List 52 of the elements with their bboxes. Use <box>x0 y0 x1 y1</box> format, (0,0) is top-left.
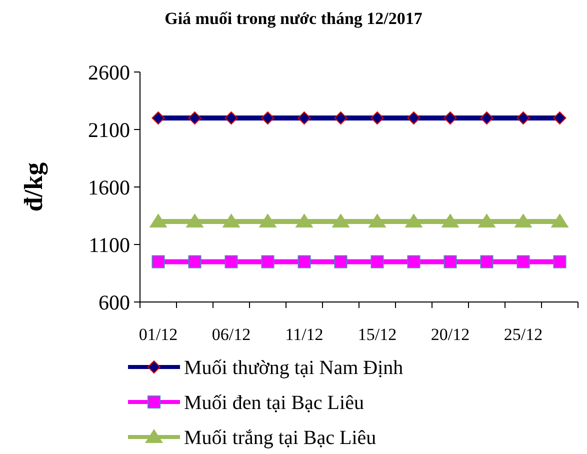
point <box>332 214 350 228</box>
y-tick-label: 600 <box>98 290 130 314</box>
point <box>298 255 311 268</box>
point <box>480 112 494 124</box>
point <box>441 214 460 228</box>
y-tick-label: 2600 <box>88 60 130 84</box>
x-tick-label: 25/12 <box>504 325 543 344</box>
x-tick-label: 06/12 <box>212 325 251 344</box>
point <box>152 255 165 268</box>
point <box>188 255 202 268</box>
point <box>553 255 566 268</box>
point <box>186 214 204 228</box>
point <box>370 255 384 268</box>
point <box>298 112 311 124</box>
point <box>407 112 420 124</box>
point <box>149 214 168 228</box>
point <box>222 214 240 228</box>
point <box>261 112 274 124</box>
point <box>480 255 494 268</box>
point <box>404 214 423 228</box>
point <box>550 214 569 228</box>
chart-title: Giá muối trong nước tháng 12/2017 <box>164 9 423 28</box>
point <box>224 112 238 124</box>
y-tick-label: 2100 <box>88 118 130 142</box>
point <box>444 112 457 124</box>
point <box>224 255 238 268</box>
x-tick-label: 15/12 <box>358 325 397 344</box>
point <box>444 255 457 268</box>
x-tick-label: 01/12 <box>138 325 178 344</box>
point <box>407 255 420 268</box>
point <box>334 255 348 268</box>
legend-label: Muối trắng tại Bạc Liêu <box>184 427 376 449</box>
point <box>295 214 314 228</box>
x-tick-label: 11/12 <box>285 325 324 344</box>
legend-label: Muối đen tại Bạc Liêu <box>184 392 364 414</box>
point <box>258 214 277 228</box>
point <box>334 112 348 124</box>
point <box>516 112 530 124</box>
point <box>478 214 496 228</box>
y-tick-label: 1100 <box>88 232 130 257</box>
point <box>152 112 165 124</box>
point <box>370 112 384 124</box>
x-tick-label: 20/12 <box>430 325 470 344</box>
point <box>188 112 202 124</box>
point <box>261 255 274 268</box>
point <box>553 112 566 124</box>
legend-label: Muối thường tại Nam Định <box>184 357 404 379</box>
point <box>368 214 386 228</box>
y-axis-title: đ/kg <box>19 162 48 212</box>
point <box>516 255 530 268</box>
y-tick-label: 1600 <box>88 175 130 200</box>
point <box>514 214 532 228</box>
